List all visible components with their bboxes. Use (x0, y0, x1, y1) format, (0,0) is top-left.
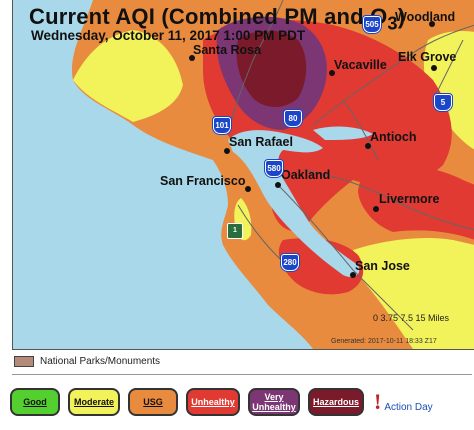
aqi-unhealthy-button[interactable]: Unhealthy (186, 388, 240, 416)
highway-1-icon: 1 (227, 223, 243, 239)
aqi-scale-bar: Good Moderate USG Unhealthy Very Unhealt… (10, 388, 433, 416)
city-dot-vacaville (329, 70, 335, 76)
city-label-oakland: Oakland (281, 168, 331, 182)
city-dot-santa-rosa (189, 55, 195, 61)
city-label-san-francisco: San Francisco (160, 174, 246, 188)
city-dot-san-jose (350, 272, 356, 278)
city-label-san-jose: San Jose (355, 259, 410, 273)
moderate-zone-north-east (423, 31, 474, 150)
map-canvas (13, 0, 474, 349)
highway-580-icon: 580 (265, 160, 283, 177)
city-dot-antioch (365, 143, 371, 149)
parks-legend: National Parks/Monuments (14, 356, 160, 367)
generated-timestamp: Generated: 2017-10-11 18:33 Z17 (331, 338, 437, 345)
parks-legend-label: National Parks/Monuments (40, 356, 161, 367)
moderate-zone-north-coast (73, 30, 183, 122)
aqi-map: Current AQI (Combined PM and O3) Wednesd… (12, 0, 474, 350)
city-label-santa-rosa: Santa Rosa (193, 43, 262, 57)
pacific-ocean (13, 0, 313, 349)
city-dot-woodland (429, 21, 435, 27)
city-dot-livermore (373, 206, 379, 212)
highway-80-icon: 80 (284, 110, 302, 127)
action-day-link[interactable]: ! Action Day (374, 391, 433, 413)
unhealthy-zone-south (278, 238, 364, 295)
city-label-woodland: Woodland (395, 10, 456, 24)
hazardous-zone (236, 30, 307, 107)
city-dot-san-francisco (245, 186, 251, 192)
city-dot-elk-grove (431, 65, 437, 71)
aqi-moderate-button[interactable]: Moderate (68, 388, 120, 416)
suisun-bay (313, 126, 373, 140)
map-subtitle: Wednesday, October 11, 2017 1:00 PM PDT (31, 28, 306, 43)
highway-505-icon: 505 (363, 16, 381, 33)
city-label-vacaville: Vacaville (334, 58, 387, 72)
legend-divider (12, 374, 472, 375)
map-scale-bar: 0 3.75 7.5 15 Miles (373, 313, 450, 323)
action-day-label[interactable]: Action Day (384, 401, 433, 413)
highway-5-icon: 5 (434, 94, 452, 111)
city-dot-san-rafael (224, 148, 230, 154)
aqi-usg-button[interactable]: USG (128, 388, 178, 416)
moderate-zone-south-east (353, 238, 474, 349)
highway-280-icon: 280 (281, 254, 299, 271)
city-label-san-rafael: San Rafael (229, 135, 293, 149)
parks-swatch (14, 356, 34, 367)
city-label-antioch: Antioch (370, 130, 417, 144)
exclamation-icon: ! (374, 389, 382, 414)
map-title: Current AQI (Combined PM and O3) (29, 4, 406, 34)
title-subscript: 3 (387, 12, 398, 34)
city-label-livermore: Livermore (379, 192, 440, 206)
aqi-very-unhealthy-button[interactable]: Very Unhealthy (248, 388, 300, 416)
san-francisco-bay (228, 130, 360, 277)
city-dot-oakland (275, 182, 281, 188)
aqi-good-button[interactable]: Good (10, 388, 60, 416)
city-label-elk-grove: Elk Grove (398, 50, 457, 64)
unhealthy-zone-east (358, 164, 474, 240)
highway-101-icon: 101 (213, 117, 231, 134)
aqi-hazardous-button[interactable]: Hazardous (308, 388, 364, 416)
